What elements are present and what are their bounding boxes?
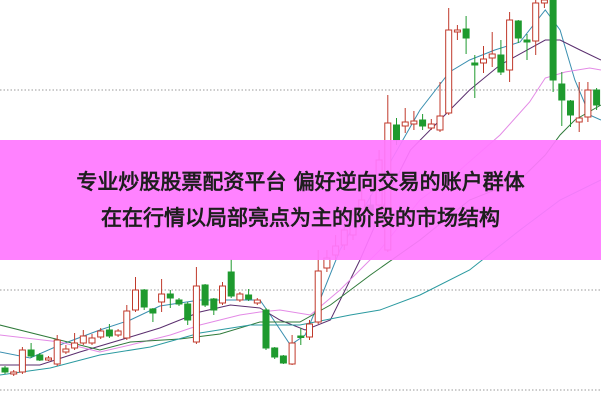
candle-down [1, 367, 9, 373]
candle-up [584, 89, 592, 118]
ma10-line [0, 39, 601, 366]
candle-down [558, 83, 566, 101]
candle-up [445, 29, 453, 114]
candle-down [419, 119, 427, 127]
candle-up [401, 121, 409, 127]
candle-up [436, 115, 444, 131]
candle-down [201, 284, 209, 306]
candle-down [297, 335, 305, 338]
candle-down [36, 354, 44, 361]
candle-down [175, 299, 183, 305]
candle-down [393, 124, 400, 141]
candle-down [471, 62, 479, 66]
candle-down [149, 308, 157, 314]
candle-up [192, 285, 200, 343]
candle-down [462, 28, 470, 39]
candle-down [184, 303, 192, 321]
candle-up [314, 270, 322, 323]
candle-up [575, 117, 583, 123]
candle-down [166, 293, 174, 299]
candle-down [262, 309, 270, 349]
candle-up [132, 289, 139, 311]
ma20-line [0, 67, 601, 353]
candle-up [114, 330, 122, 336]
candle-up [62, 348, 70, 353]
candle-up [236, 293, 244, 301]
candle-down [523, 39, 531, 43]
candle-up [88, 337, 96, 344]
candle-down [271, 347, 279, 358]
candle-down [105, 329, 113, 337]
candle-up [219, 285, 226, 304]
candle-up [506, 19, 514, 71]
headline-banner: 专业炒股股票配资平台 偏好逆向交易的账户群体 在在行情以局部亮点为主的阶段的市场… [0, 140, 601, 260]
candle-up [45, 357, 52, 361]
candle-up [18, 349, 26, 373]
candle-down [567, 100, 574, 116]
candle-down [279, 355, 287, 364]
candle-up [288, 342, 296, 365]
candle-down [227, 271, 235, 297]
candle-up [10, 371, 18, 375]
candle-up [410, 120, 418, 125]
candle-up [123, 310, 131, 339]
candle-down [140, 289, 148, 308]
candle-up [480, 58, 487, 64]
candle-up [79, 335, 87, 344]
candle-up [97, 330, 105, 338]
headline-line-2: 在在行情以局部亮点为主的阶段的市场结构 [101, 206, 500, 230]
candle-down [497, 54, 505, 73]
candle-down [549, 0, 557, 81]
candle-up [453, 29, 461, 33]
candle-down [514, 20, 522, 39]
candle-up [427, 123, 435, 129]
candle-down [27, 349, 35, 357]
candle-up [540, 0, 548, 4]
candle-up [532, 2, 540, 42]
candle-up [53, 339, 61, 365]
candle-down [210, 298, 218, 311]
candle-up [71, 342, 79, 349]
candle-up [488, 53, 496, 59]
candle-up [253, 299, 261, 304]
headline-line-1: 专业炒股股票配资平台 偏好逆向交易的账户群体 [76, 170, 525, 194]
candle-up [306, 323, 313, 338]
candle-down [245, 294, 253, 300]
candle-down [593, 89, 601, 106]
candle-up [158, 293, 166, 303]
